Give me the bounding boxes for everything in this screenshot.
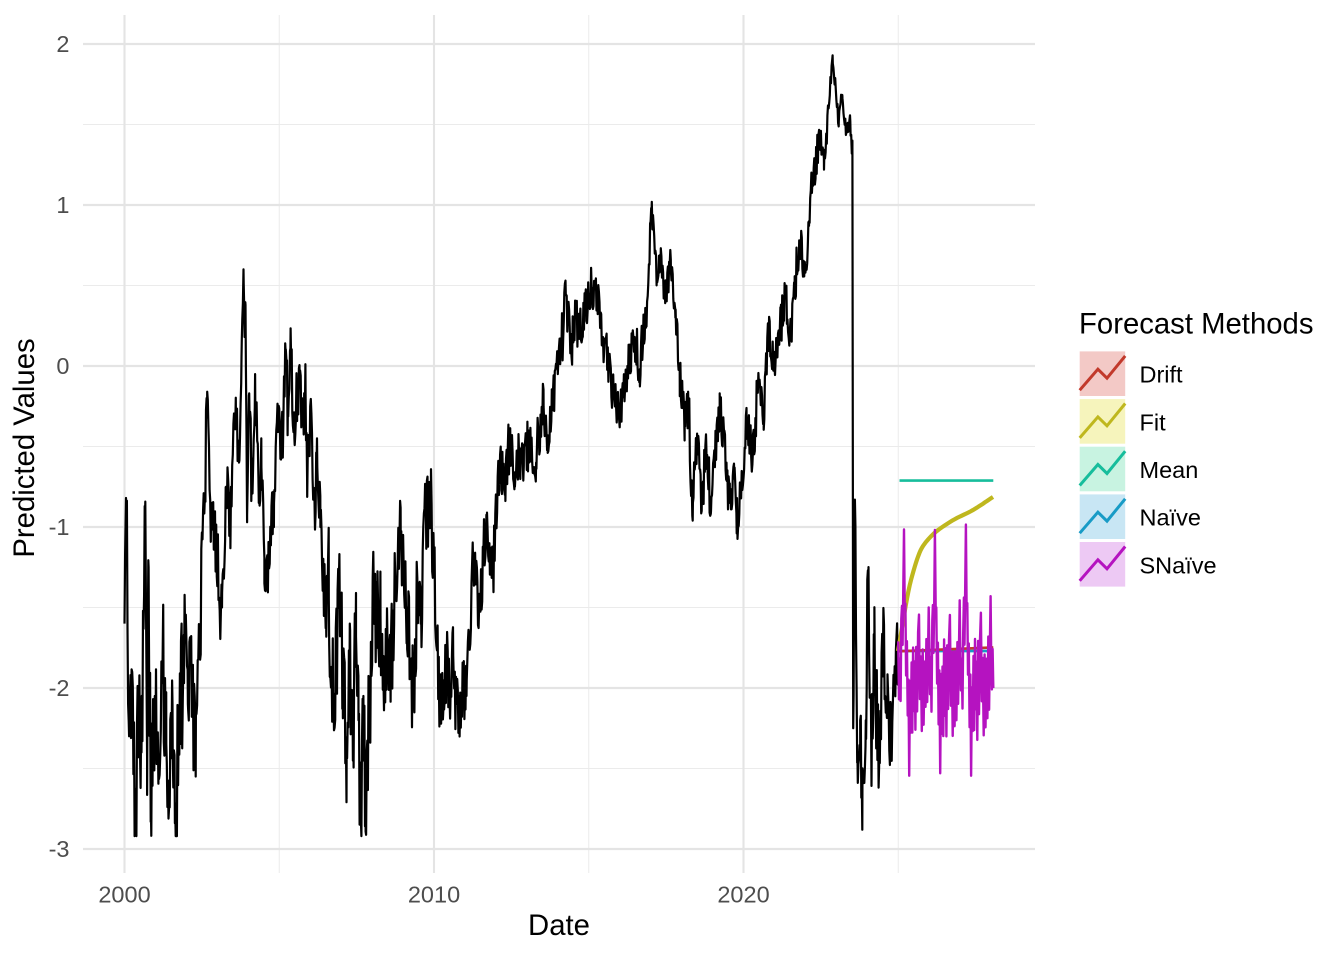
- svg-text:0: 0: [56, 353, 69, 379]
- svg-text:Forecast Methods: Forecast Methods: [1079, 308, 1313, 341]
- svg-text:2020: 2020: [717, 882, 769, 908]
- svg-text:Fit: Fit: [1140, 409, 1167, 435]
- svg-text:-2: -2: [49, 675, 70, 701]
- svg-text:-3: -3: [49, 836, 70, 862]
- svg-text:SNaïve: SNaïve: [1140, 552, 1217, 578]
- svg-text:Drift: Drift: [1140, 362, 1184, 388]
- svg-text:1: 1: [56, 192, 69, 218]
- svg-text:2: 2: [56, 31, 69, 57]
- svg-text:Mean: Mean: [1140, 457, 1199, 483]
- svg-text:Predicted Values: Predicted Values: [8, 338, 41, 557]
- svg-text:Date: Date: [528, 909, 590, 942]
- svg-text:-1: -1: [49, 514, 70, 540]
- svg-text:2010: 2010: [408, 882, 460, 908]
- svg-text:2000: 2000: [98, 882, 150, 908]
- svg-text:Naïve: Naïve: [1140, 505, 1201, 531]
